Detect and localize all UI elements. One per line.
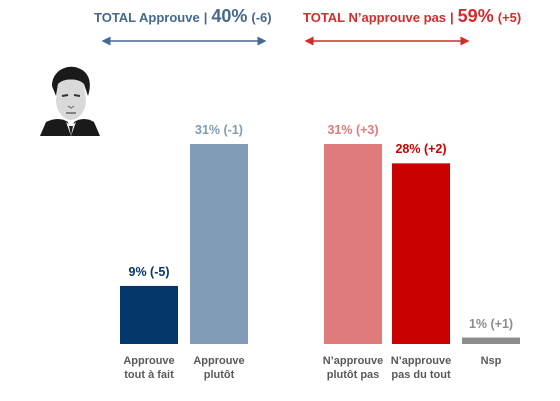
bar-category-label-0: Approuve tout à fait	[112, 354, 186, 382]
total-approve-value: 40%	[211, 6, 248, 26]
total-approve-change: (-6)	[251, 10, 272, 25]
person-portrait-icon	[38, 62, 100, 136]
bar-2	[324, 144, 382, 344]
bar-category-line: N’approuve	[390, 355, 452, 367]
total-disapprove-separator: |	[450, 10, 454, 25]
bar-value-label-3: 28% (+2)	[395, 142, 447, 157]
bar-0	[120, 285, 178, 344]
bar-category-line: tout à fait	[124, 369, 174, 381]
bar-category-line: Nsp	[480, 355, 502, 367]
bar-value-label-1: 31% (-1)	[195, 123, 243, 137]
bar-category-line: Approuve	[193, 355, 245, 367]
bar-category-line: plutôt	[203, 369, 235, 381]
total-disapprove-value: 59%	[457, 6, 494, 26]
total-approve-separator: |	[203, 10, 208, 25]
bar-category-label-3: N’approuve pas du tout	[384, 354, 458, 382]
bar-value-label-0: 9% (-5)	[128, 264, 170, 279]
bar-1	[190, 144, 248, 344]
bar-category-line: Approuve	[123, 355, 175, 367]
bar-4	[462, 337, 520, 344]
bar-value-label-4: 1% (+1)	[468, 316, 514, 331]
bar-3	[392, 163, 450, 344]
total-disapprove-header: TOTAL N’approuve pas | 59% (+5)	[303, 6, 521, 30]
total-disapprove-label: TOTAL N’approuve pas	[303, 10, 447, 25]
bar-category-line: plutôt pas	[326, 369, 380, 381]
bar-category-label-2: N’approuve plutôt pas	[316, 354, 390, 382]
bar-category-label-4: Nsp	[454, 354, 528, 368]
bar-value-label-2: 31% (+3)	[327, 123, 379, 137]
total-disapprove-change: (+5)	[497, 10, 522, 25]
bar-category-line: pas du tout	[391, 369, 451, 381]
bar-category-line: N’approuve	[322, 355, 384, 367]
total-approve-header: TOTAL Approuve | 40% (-6)	[94, 6, 272, 30]
bar-category-label-1: Approuve plutôt	[182, 354, 256, 382]
total-approve-label: TOTAL Approuve	[94, 10, 200, 25]
